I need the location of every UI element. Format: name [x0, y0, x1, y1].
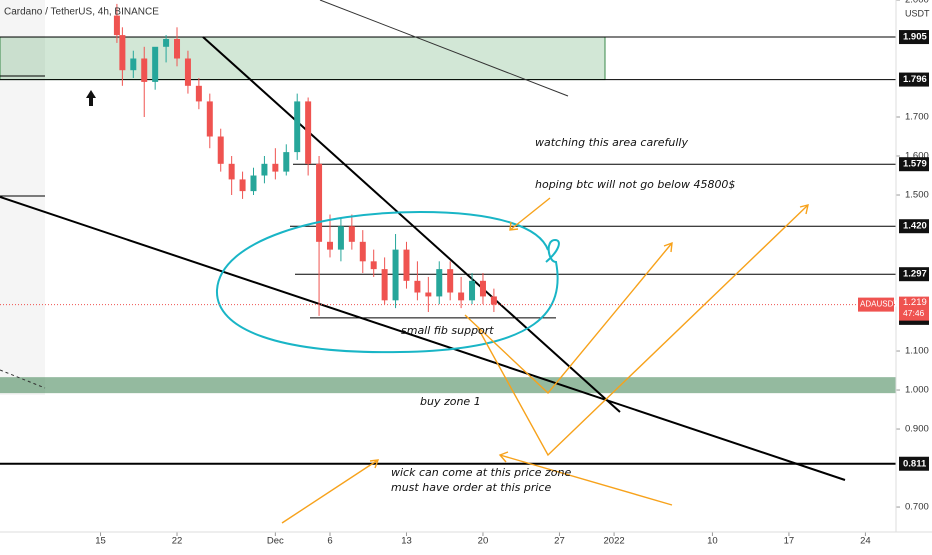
y-tick-label: 1.100: [905, 346, 929, 357]
y-tick-label: 1.600: [905, 151, 929, 162]
symbol-badge: [858, 297, 894, 312]
y-tick-label: 1.500: [905, 190, 929, 201]
candle-body: [316, 163, 323, 242]
plot-area: [0, 0, 896, 532]
trend-line: [0, 369, 46, 389]
candle-body: [294, 101, 301, 153]
y-tick-label: 1.700: [905, 112, 929, 123]
zone-label: buy zone 1: [420, 395, 481, 408]
level-badge: [899, 30, 929, 45]
last-price-label: 1.219: [903, 297, 927, 308]
candle-body: [436, 269, 443, 297]
x-tick-label: 10: [707, 536, 718, 547]
candle-body: [447, 269, 454, 293]
x-tick-label: 2022: [604, 536, 625, 547]
zone: [0, 377, 896, 394]
y-tick-label: 2.000: [905, 0, 929, 6]
candle-body: [152, 46, 159, 82]
level-badge: [899, 157, 929, 172]
candle-body: [469, 280, 476, 301]
candle-body: [272, 163, 279, 172]
x-tick-label: 17: [784, 536, 795, 547]
level-label: 0.811: [903, 458, 927, 469]
left-shade: [0, 0, 45, 395]
candle-body: [261, 163, 268, 176]
annotation: small fib support: [401, 324, 494, 337]
candle-body: [359, 241, 366, 262]
trend-line: [319, 0, 569, 97]
annotation: must have order at this price: [391, 481, 551, 494]
x-tick-label: 20: [478, 536, 489, 547]
trend-line: [202, 36, 621, 413]
candle-body: [479, 280, 486, 297]
candle-body: [141, 58, 148, 82]
chart-title: Cardano / TetherUS, 4h, BINANCE: [4, 7, 159, 18]
x-tick-label: 13: [401, 536, 412, 547]
level-badge: [899, 456, 929, 471]
y-tick-label: 0.900: [905, 424, 929, 435]
level-badge: [899, 72, 929, 87]
candle-body: [425, 292, 432, 297]
arrow-up-icon: [86, 90, 96, 106]
last-price-badge: [899, 296, 929, 321]
candle-body: [305, 101, 312, 164]
level-label: 1.420: [903, 221, 927, 232]
candle-body: [326, 241, 333, 250]
symbol-label: ADAUSDT: [860, 300, 898, 309]
candle-body: [206, 101, 213, 137]
candle-body: [130, 58, 137, 71]
candle-body: [239, 179, 246, 192]
candle-body: [337, 226, 344, 250]
candle-body: [119, 35, 126, 71]
arrows: [281, 197, 809, 524]
candle-body: [458, 292, 465, 301]
x-tick-label: 6: [327, 536, 332, 547]
x-tick-label: 24: [860, 536, 871, 547]
candle-body: [283, 152, 290, 172]
x-tick-label: Dec: [267, 536, 284, 547]
candle-body: [348, 226, 355, 242]
level-label: 1.579: [903, 159, 927, 170]
candle-body: [174, 39, 181, 59]
candle-body: [414, 280, 421, 293]
candle-body: [392, 249, 399, 301]
x-tick-label: 27: [554, 536, 565, 547]
x-tick-label: 22: [172, 536, 183, 547]
candle-body: [163, 39, 170, 47]
candle-body: [228, 163, 235, 180]
countdown: 47:46: [903, 308, 925, 318]
candle-body: [370, 261, 377, 270]
candle-body: [195, 85, 202, 102]
x-tick-label: 15: [95, 536, 106, 547]
level-label: 1.796: [903, 74, 927, 85]
level-badge: [899, 219, 929, 234]
candle-body: [184, 58, 191, 86]
annotation: wick can come at this price zone: [391, 466, 571, 479]
candle-body: [490, 296, 497, 305]
candle-body: [113, 15, 120, 36]
level-badge: [899, 267, 929, 282]
annotation: watching this area carefully: [535, 136, 688, 149]
candle-body: [217, 136, 224, 164]
candle-body: [403, 249, 410, 281]
highlight-ellipse: [215, 210, 560, 354]
level-label: 1.297: [903, 269, 927, 280]
y-tick-label: 1.000: [905, 385, 929, 396]
annotation: hoping btc will not go below 45800$: [535, 178, 735, 191]
trend-line: [0, 196, 846, 481]
y-tick-label: 0.700: [905, 502, 929, 513]
zone: [0, 36, 606, 81]
currency: USDT: [905, 8, 930, 18]
candle-body: [381, 269, 388, 301]
level-label: 1.905: [903, 32, 927, 43]
candle-body: [250, 175, 257, 192]
